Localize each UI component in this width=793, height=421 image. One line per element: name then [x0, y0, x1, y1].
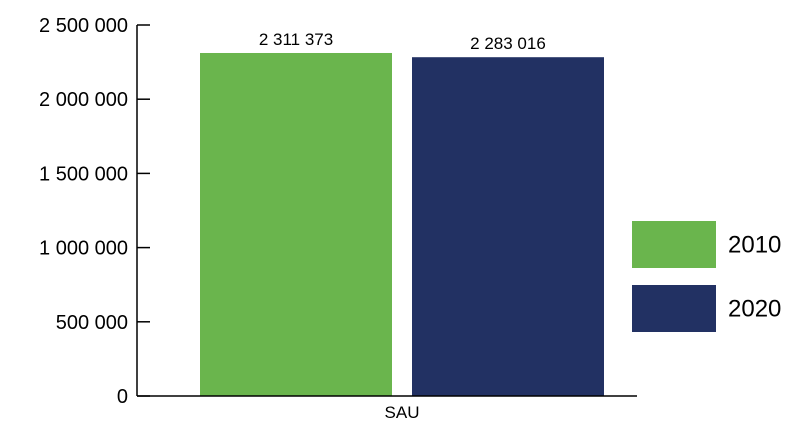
bar-2020	[412, 57, 604, 396]
data-label-2010: 2 311 373	[259, 30, 333, 49]
y-tick-label: 0	[117, 386, 128, 408]
legend-swatch-2020	[632, 285, 716, 332]
bar-2010	[200, 52, 392, 396]
y-axis: 0 500 000 1 000 000 1 500 000 2 000 000 2 500…	[39, 15, 150, 408]
y-tick-label: 2 500 000	[39, 15, 128, 37]
y-tick-label: 2 000 000	[39, 89, 128, 111]
y-tick-label: 500 000	[56, 312, 128, 334]
x-axis: SAU	[137, 395, 637, 421]
legend-label-2010: 2010	[728, 232, 781, 259]
legend-label-2020: 2020	[728, 296, 781, 323]
y-tick-label: 1 500 000	[39, 163, 128, 185]
bars: 2 311 373 2 283 016	[200, 30, 604, 396]
data-label-2020: 2 283 016	[470, 34, 546, 53]
y-tick-label: 1 000 000	[39, 238, 128, 260]
legend: 2010 2020	[632, 221, 781, 332]
x-category-label: SAU	[385, 403, 420, 421]
legend-swatch-2010	[632, 221, 716, 268]
